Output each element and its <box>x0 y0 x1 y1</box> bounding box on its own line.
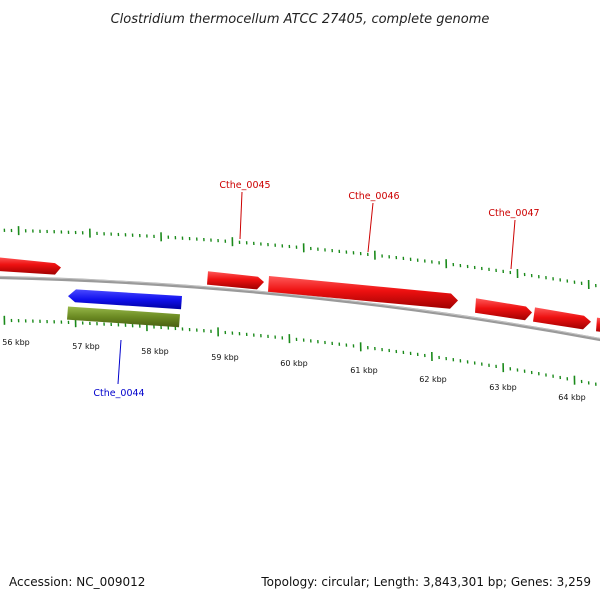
gene-arrow-cthe-0044[interactable] <box>68 289 182 310</box>
kbp-label: 62 kbp <box>419 375 447 384</box>
gene-arrow-cthe-0046[interactable] <box>268 276 458 309</box>
gene-arrow-cthe-0045[interactable] <box>207 271 264 290</box>
kbp-label: 59 kbp <box>211 353 239 362</box>
genome-backbone <box>0 275 600 342</box>
kbp-label: 64 kbp <box>558 393 586 402</box>
genome-summary-text: Topology: circular; Length: 3,843,301 bp… <box>260 575 591 589</box>
genome-backbone-highlight <box>0 276 600 339</box>
kbp-labels: 56 kbp 57 kbp 58 kbp 59 kbp 60 kbp 61 kb… <box>2 338 586 402</box>
kbp-label: 56 kbp <box>2 338 30 347</box>
tick-scale-outer <box>3 226 597 290</box>
label-leader-cthe-0044 <box>117 339 122 385</box>
accession-text: Accession: NC_009012 <box>9 575 145 589</box>
kbp-label: 60 kbp <box>280 359 308 368</box>
kbp-label: 58 kbp <box>141 347 169 356</box>
label-leader-cthe-0046 <box>367 202 374 253</box>
gene-arrow-cthe-0047[interactable] <box>475 298 532 321</box>
label-leader-cthe-0045 <box>239 191 243 240</box>
gene-arrow-cthe-0048[interactable] <box>533 307 591 330</box>
gene-label-cthe-0047[interactable]: Cthe_0047 <box>488 208 539 219</box>
gene-label-cthe-0044[interactable]: Cthe_0044 <box>93 388 144 399</box>
gene-arrow-cthe-0049[interactable] <box>596 317 600 333</box>
map-title: Clostridium thermocellum ATCC 27405, com… <box>111 12 490 27</box>
gene-label-cthe-0045[interactable]: Cthe_0045 <box>219 180 270 191</box>
gene-feature-cthe-0044[interactable] <box>67 306 180 328</box>
kbp-label: 57 kbp <box>72 342 100 351</box>
gene-label-cthe-0046[interactable]: Cthe_0046 <box>348 191 399 202</box>
gene-arrow-cthe-0043[interactable] <box>0 257 61 275</box>
kbp-label: 61 kbp <box>350 366 378 375</box>
label-leader-cthe-0047 <box>510 219 516 270</box>
tick-scale-inner <box>3 315 597 386</box>
kbp-label: 63 kbp <box>489 383 517 392</box>
